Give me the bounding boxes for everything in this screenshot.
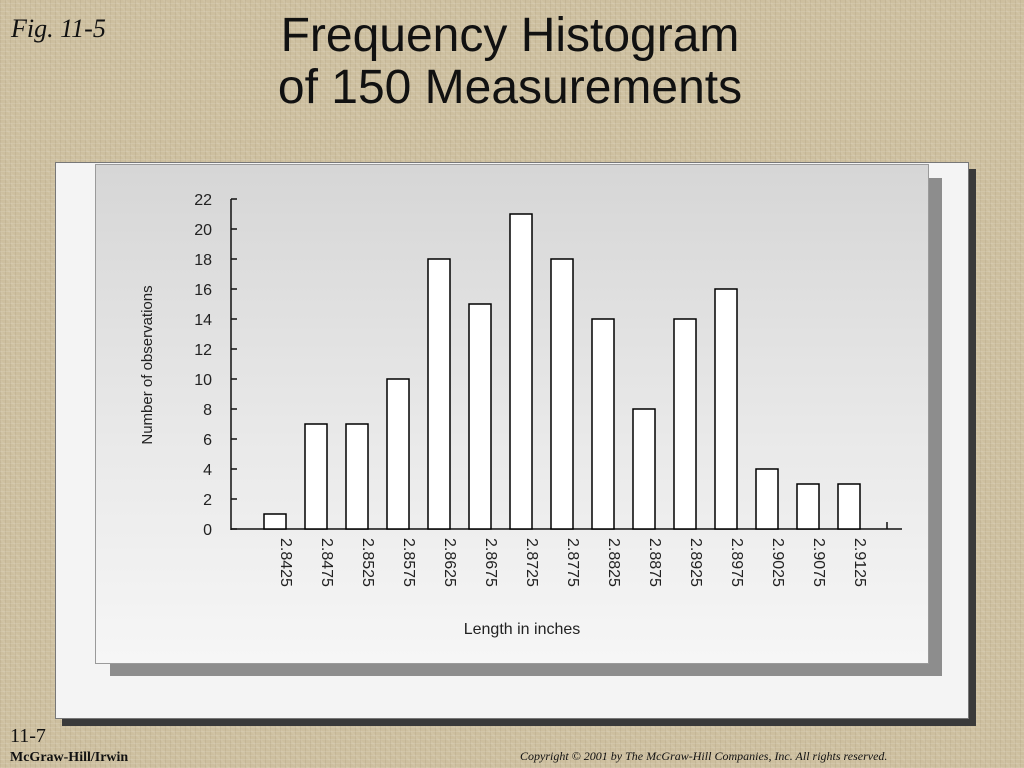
slide-number: 11-7 — [10, 725, 46, 747]
x-tick-label: 2.8425 — [277, 538, 294, 587]
x-tick-label: 2.8775 — [564, 538, 581, 587]
x-tick-label: 2.9125 — [851, 538, 868, 587]
histogram-bar — [714, 288, 738, 530]
y-tick-label: 2 — [203, 492, 212, 509]
y-axis-label: Number of observations — [139, 285, 156, 444]
y-tick-label: 12 — [194, 342, 212, 359]
histogram-bar — [632, 408, 656, 530]
histogram-bar — [673, 318, 697, 530]
y-tick-label: 4 — [203, 462, 212, 479]
x-tick-label: 2.8825 — [605, 538, 622, 587]
slide-title: Frequency Histogram of 150 Measurements — [180, 10, 840, 114]
histogram-bar — [304, 423, 328, 530]
histogram-bar — [427, 258, 451, 530]
y-tick-label: 10 — [194, 372, 212, 389]
x-tick-label: 2.8525 — [359, 538, 376, 587]
histogram-bar — [550, 258, 574, 530]
histogram-bar — [796, 483, 820, 530]
x-tick-label: 2.9025 — [769, 538, 786, 587]
y-tick-labels: 0 2 4 6 8 10 12 14 16 18 20 22 — [194, 192, 212, 539]
y-tick-label: 6 — [203, 432, 212, 449]
x-axis-label: Length in inches — [464, 621, 581, 638]
x-tick-label: 2.8725 — [523, 538, 540, 587]
figure-label: Fig. 11-5 — [11, 14, 106, 43]
title-line-2: of 150 Measurements — [277, 61, 743, 114]
histogram-bar — [386, 378, 410, 530]
y-tick-label: 20 — [194, 222, 212, 239]
copyright-notice: Copyright © 2001 by The McGraw-Hill Comp… — [520, 749, 888, 763]
histogram-bar — [837, 483, 861, 530]
x-tick-label: 2.8675 — [482, 538, 499, 587]
x-tick-label: 2.8925 — [687, 538, 704, 587]
y-tick-label: 18 — [194, 252, 212, 269]
y-tick-label: 22 — [194, 192, 212, 209]
y-tick-label: 0 — [203, 522, 212, 539]
x-tick-label: 2.9075 — [810, 538, 827, 587]
y-tick-label: 14 — [194, 312, 212, 329]
x-tick-label: 2.8975 — [728, 538, 745, 587]
y-tick-label: 8 — [203, 402, 212, 419]
histogram-bar — [755, 468, 779, 530]
histogram-bar — [509, 213, 533, 530]
x-tick-labels: 2.8425 2.8475 2.8525 2.8575 2.8625 2.8675 2.87… — [277, 538, 868, 587]
y-tick-label: 16 — [194, 282, 212, 299]
x-tick-label: 2.8625 — [441, 538, 458, 587]
histogram-bar — [591, 318, 615, 530]
histogram-bar — [345, 423, 369, 530]
chart-bars — [263, 213, 861, 530]
x-tick-label: 2.8475 — [318, 538, 335, 587]
title-line-1: Frequency Histogram — [280, 9, 740, 62]
x-tick-label: 2.8875 — [646, 538, 663, 587]
publisher-name: McGraw-Hill/Irwin — [10, 750, 129, 765]
histogram-bar — [468, 303, 492, 530]
histogram-bar — [263, 513, 287, 530]
x-tick-label: 2.8575 — [400, 538, 417, 587]
